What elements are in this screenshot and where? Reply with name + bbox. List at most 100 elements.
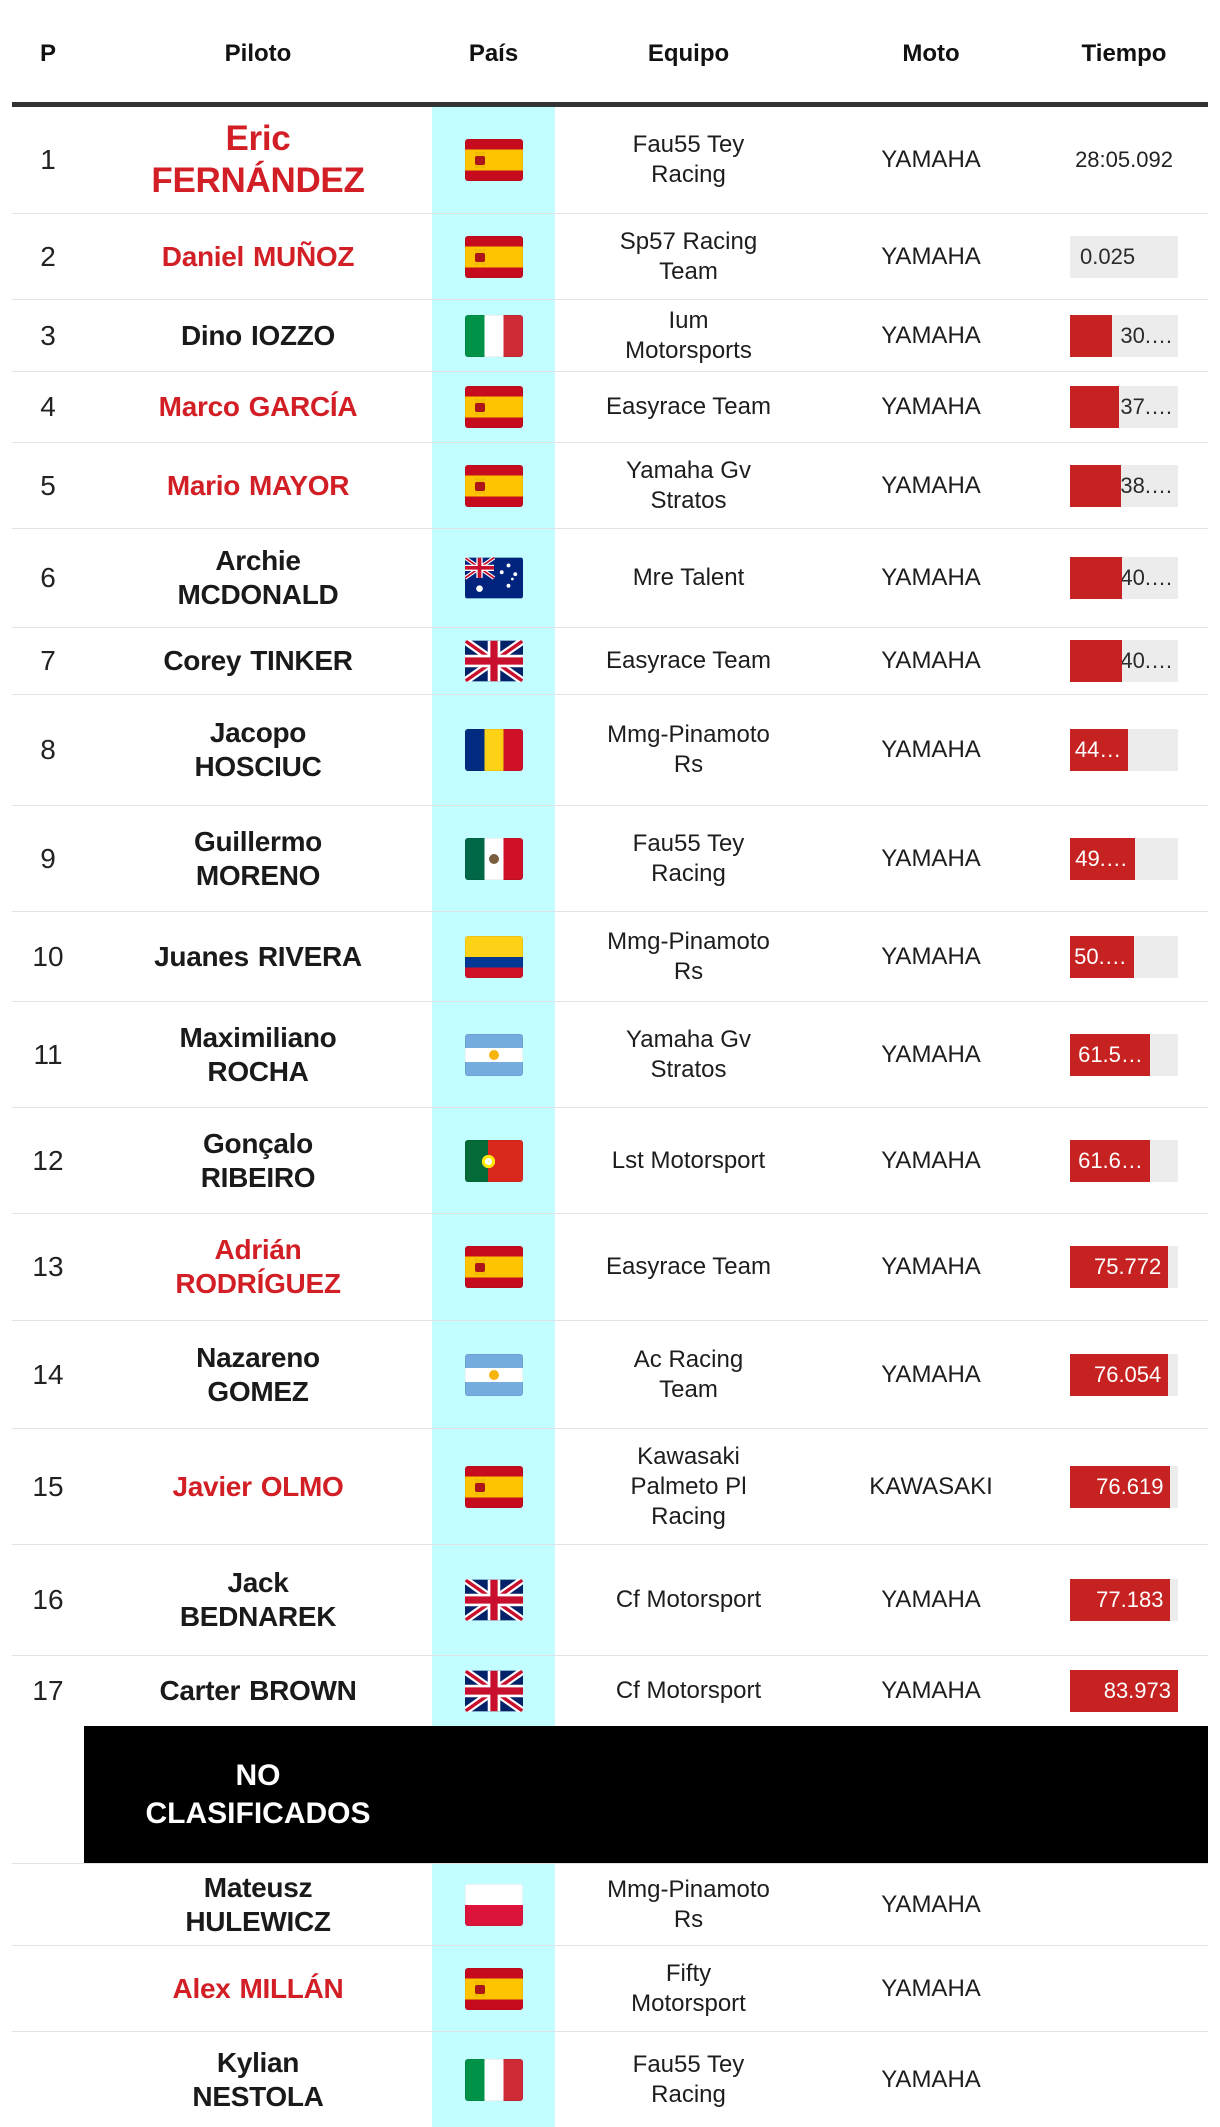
table-row[interactable]: Alex MILLÁN Fifty Motorsport YAMAHA <box>12 1945 1208 2031</box>
bike-brand: YAMAHA <box>881 1586 981 1613</box>
rider-first-name: Jack <box>227 1567 289 1598</box>
country-cell <box>432 1656 555 1726</box>
team-name: Yamaha Gv Stratos <box>626 1025 751 1083</box>
position-cell: 9 <box>12 806 84 911</box>
table-row[interactable]: 2 Daniel MUÑOZ Sp57 Racing Team YAMAHA 0… <box>12 213 1208 299</box>
bike-brand: YAMAHA <box>881 736 981 763</box>
bike-cell: YAMAHA <box>822 2032 1040 2127</box>
time-value: 37.… <box>1120 394 1173 419</box>
header-country: País <box>468 40 519 67</box>
position-cell: 6 <box>12 529 84 627</box>
position-cell: 7 <box>12 628 84 694</box>
country-cell <box>432 1108 555 1213</box>
time-cell <box>1040 2032 1208 2127</box>
position-number: 17 <box>32 1675 64 1706</box>
rider-cell: Jacopo HOSCIUC <box>84 695 432 805</box>
position-cell: 4 <box>12 372 84 442</box>
table-row[interactable]: 15 Javier OLMO Kawasaki Palmeto Pl Racin… <box>12 1428 1208 1544</box>
flag-es-icon <box>464 1967 523 2010</box>
rider-name: Adrián RODRÍGUEZ <box>175 1233 341 1301</box>
time-value: 40.… <box>1121 565 1173 590</box>
bike-brand: YAMAHA <box>881 564 981 591</box>
rider-name: Nazareno GOMEZ <box>196 1341 320 1409</box>
bike-brand: YAMAHA <box>881 321 981 349</box>
bike-brand: YAMAHA <box>881 647 981 674</box>
team-name: Ium Motorsports <box>625 306 752 364</box>
team-cell: Easyrace Team <box>555 1214 822 1320</box>
rider-first-name: Carter <box>159 1675 241 1706</box>
position-number: 5 <box>40 469 56 501</box>
position-number: 4 <box>40 391 56 422</box>
team-cell: Easyrace Team <box>555 628 822 694</box>
table-row[interactable]: 1 Eric FERNÁNDEZ Fau55 Tey Racing YAMAHA… <box>12 107 1208 213</box>
rider-first-name: Alex <box>172 1972 231 2004</box>
rider-last-name: RODRÍGUEZ <box>175 1268 341 1299</box>
time-chip: 50.… <box>1070 935 1178 978</box>
time-gap-value: 61.6… <box>1078 1147 1143 1173</box>
rider-first-name: Jacopo <box>209 717 307 748</box>
rider-cell: Corey TINKER <box>84 628 432 694</box>
time-value <box>1170 1579 1178 1621</box>
table-row[interactable]: 12 Gonçalo RIBEIRO Lst Motorsport YAMAHA… <box>12 1107 1208 1213</box>
time-chip: 44… <box>1070 729 1178 771</box>
table-row[interactable]: 6 Archie MCDONALD Mre Talent YAMAHA 40.… <box>12 528 1208 627</box>
time-chip: 76.054 <box>1070 1353 1178 1396</box>
position-cell: 14 <box>12 1321 84 1428</box>
time-gap-bar: 76.054 <box>1070 1353 1169 1396</box>
position-number: 2 <box>40 240 56 272</box>
table-row[interactable]: 7 Corey TINKER Easyrace Team YAMAHA 40.… <box>12 627 1208 694</box>
time-cell: 30.… <box>1040 300 1208 371</box>
table-row[interactable]: Kylian NESTOLA Fau55 Tey Racing YAMAHA <box>12 2031 1208 2127</box>
flag-es-icon <box>464 386 523 428</box>
country-cell <box>432 372 555 442</box>
table-row[interactable]: 14 Nazareno GOMEZ Ac Racing Team YAMAHA … <box>12 1320 1208 1428</box>
bike-cell: YAMAHA <box>822 1946 1040 2031</box>
flag-es-icon <box>464 1246 523 1288</box>
rider-name: Corey TINKER <box>163 644 353 678</box>
position-cell: 2 <box>12 214 84 299</box>
table-row[interactable]: 16 Jack BEDNAREK Cf Motorsport YAMAHA 77… <box>12 1544 1208 1655</box>
time-chip: 40.… <box>1070 557 1178 599</box>
rider-first-name: Javier <box>172 1470 252 1502</box>
table-row[interactable]: 5 Mario MAYOR Yamaha Gv Stratos YAMAHA 3… <box>12 442 1208 528</box>
country-cell <box>432 912 555 1001</box>
team-cell: Mmg-Pinamoto Rs <box>555 912 822 1001</box>
time-cell: 28:05.092 <box>1040 107 1208 213</box>
position-cell: 1 <box>12 107 84 213</box>
time-gap-bar: 44… <box>1070 729 1129 771</box>
position-cell: 3 <box>12 300 84 371</box>
bike-cell: YAMAHA <box>822 372 1040 442</box>
table-row[interactable]: Mateusz HULEWICZ Mmg-Pinamoto Rs YAMAHA <box>12 1863 1208 1945</box>
rider-cell: Jack BEDNAREK <box>84 1545 432 1655</box>
table-row[interactable]: 11 Maximiliano ROCHA Yamaha Gv Stratos Y… <box>12 1001 1208 1107</box>
position-cell: 5 <box>12 443 84 528</box>
time-cell: 40.… <box>1040 628 1208 694</box>
table-row[interactable]: 3 Dino IOZZO Ium Motorsports YAMAHA 30.… <box>12 299 1208 371</box>
bike-cell: YAMAHA <box>822 300 1040 371</box>
time-cell: 77.183 <box>1040 1545 1208 1655</box>
bike-cell: KAWASAKI <box>822 1429 1040 1544</box>
position-number: 11 <box>33 1038 63 1070</box>
table-row[interactable]: 10 Juanes RIVERA Mmg-Pinamoto Rs YAMAHA … <box>12 911 1208 1001</box>
bike-cell: YAMAHA <box>822 1108 1040 1213</box>
table-row[interactable]: 9 Guillermo MORENO Fau55 Tey Racing YAMA… <box>12 805 1208 911</box>
table-row[interactable]: 13 Adrián RODRÍGUEZ Easyrace Team YAMAHA… <box>12 1213 1208 1320</box>
bike-brand: YAMAHA <box>881 1040 981 1068</box>
country-cell <box>432 214 555 299</box>
position-number: 15 <box>32 1470 64 1502</box>
rider-first-name: Dino <box>180 319 242 351</box>
time-value: 30.… <box>1120 322 1173 348</box>
time-value <box>1170 1466 1178 1508</box>
flag-it-icon <box>464 314 523 357</box>
table-row[interactable]: 8 Jacopo HOSCIUC Mmg-Pinamoto Rs YAMAHA … <box>12 694 1208 805</box>
time-chip: 83.973 <box>1070 1670 1178 1712</box>
position-number: 7 <box>40 645 56 676</box>
table-row[interactable]: 4 Marco GARCÍA Easyrace Team YAMAHA 37.… <box>12 371 1208 442</box>
rider-last-name: MAYOR <box>249 469 350 501</box>
team-cell: Cf Motorsport <box>555 1545 822 1655</box>
time-cell: 83.973 <box>1040 1656 1208 1726</box>
table-row[interactable]: 17 Carter BROWN Cf Motorsport YAMAHA 83.… <box>12 1655 1208 1726</box>
bike-cell: YAMAHA <box>822 529 1040 627</box>
position-number: 8 <box>40 734 56 765</box>
time-chip: 38.… <box>1070 464 1178 507</box>
